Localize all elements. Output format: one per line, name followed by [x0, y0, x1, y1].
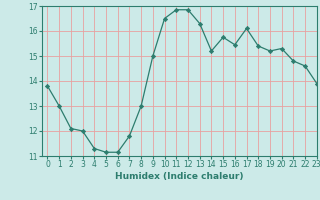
X-axis label: Humidex (Indice chaleur): Humidex (Indice chaleur)	[115, 172, 244, 181]
